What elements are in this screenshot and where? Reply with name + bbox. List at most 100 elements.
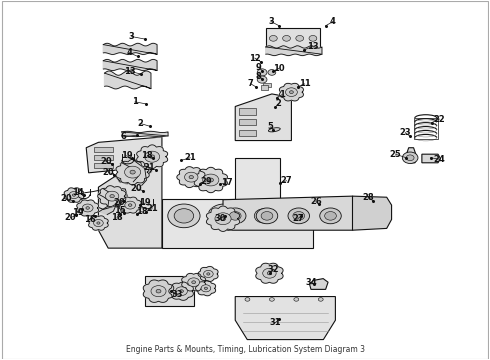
Polygon shape — [206, 206, 240, 231]
Text: 18: 18 — [111, 213, 123, 222]
Circle shape — [110, 194, 114, 198]
Circle shape — [256, 208, 278, 224]
Circle shape — [263, 268, 276, 278]
Polygon shape — [266, 46, 322, 56]
Text: 3: 3 — [129, 32, 135, 41]
Bar — [239, 130, 256, 136]
Polygon shape — [122, 131, 168, 137]
Text: 16: 16 — [84, 215, 96, 224]
Circle shape — [224, 208, 246, 224]
Bar — [414, 118, 438, 139]
Polygon shape — [116, 159, 149, 185]
Circle shape — [257, 76, 267, 83]
Text: 20: 20 — [131, 184, 142, 193]
Polygon shape — [103, 59, 157, 71]
Polygon shape — [196, 281, 216, 296]
Text: 1: 1 — [132, 97, 138, 106]
Polygon shape — [310, 279, 328, 289]
Circle shape — [296, 36, 304, 41]
Circle shape — [270, 36, 277, 41]
Circle shape — [208, 178, 214, 182]
Circle shape — [175, 287, 187, 296]
Text: 19: 19 — [72, 208, 83, 217]
Text: 10: 10 — [273, 64, 285, 73]
Text: 9: 9 — [256, 63, 262, 72]
Polygon shape — [86, 137, 162, 173]
Circle shape — [188, 278, 199, 287]
Circle shape — [257, 69, 267, 76]
Circle shape — [156, 289, 161, 293]
Text: 1: 1 — [279, 90, 285, 99]
Circle shape — [283, 36, 291, 41]
Circle shape — [290, 91, 294, 94]
Text: 6: 6 — [121, 132, 127, 141]
Text: 32: 32 — [268, 265, 279, 274]
Text: 2: 2 — [275, 99, 281, 108]
Polygon shape — [98, 158, 162, 248]
Circle shape — [214, 209, 234, 223]
Polygon shape — [145, 276, 194, 306]
Text: 34: 34 — [305, 278, 317, 287]
Text: 19: 19 — [140, 198, 151, 207]
Circle shape — [192, 281, 196, 284]
Bar — [239, 119, 256, 126]
Text: 20: 20 — [61, 194, 73, 203]
Bar — [239, 108, 256, 115]
Circle shape — [270, 298, 274, 301]
Bar — [261, 85, 269, 90]
Circle shape — [145, 151, 160, 162]
Circle shape — [203, 174, 219, 186]
Text: 29: 29 — [200, 177, 212, 186]
Circle shape — [248, 204, 280, 228]
Text: 14: 14 — [72, 188, 84, 197]
Circle shape — [125, 201, 136, 209]
Text: 4: 4 — [126, 48, 132, 57]
Polygon shape — [162, 158, 314, 248]
Polygon shape — [122, 157, 147, 185]
Polygon shape — [137, 145, 168, 168]
Circle shape — [150, 155, 155, 158]
Text: 26: 26 — [310, 197, 322, 206]
Circle shape — [406, 155, 414, 161]
Circle shape — [286, 88, 297, 96]
Polygon shape — [103, 43, 157, 54]
Circle shape — [185, 172, 198, 182]
Polygon shape — [98, 186, 126, 207]
Polygon shape — [279, 83, 303, 101]
Circle shape — [82, 204, 93, 212]
Circle shape — [320, 208, 341, 224]
Text: Engine Parts & Mounts, Timing, Lubrication System Diagram 3: Engine Parts & Mounts, Timing, Lubricati… — [125, 345, 365, 354]
Polygon shape — [422, 154, 441, 163]
Polygon shape — [119, 197, 141, 213]
Polygon shape — [182, 273, 206, 291]
Text: 27: 27 — [281, 176, 293, 185]
Text: 25: 25 — [390, 150, 401, 159]
Text: 33: 33 — [172, 289, 183, 298]
Circle shape — [220, 217, 226, 221]
Polygon shape — [352, 196, 392, 230]
Text: 18: 18 — [142, 151, 153, 160]
Bar — [94, 147, 113, 152]
Bar — [263, 83, 271, 87]
Text: 4: 4 — [330, 17, 336, 26]
Text: 7: 7 — [248, 80, 254, 89]
Circle shape — [229, 212, 241, 220]
Text: 13: 13 — [307, 42, 318, 51]
Polygon shape — [266, 28, 320, 48]
Circle shape — [325, 212, 336, 220]
Circle shape — [204, 287, 207, 289]
Text: 12: 12 — [249, 54, 261, 63]
Circle shape — [309, 36, 317, 41]
Text: 21: 21 — [184, 153, 196, 162]
Circle shape — [261, 212, 273, 220]
Circle shape — [245, 298, 250, 301]
Polygon shape — [77, 200, 98, 216]
Text: 17: 17 — [220, 178, 232, 187]
Circle shape — [105, 191, 119, 201]
Text: 30: 30 — [215, 213, 226, 222]
Circle shape — [151, 285, 166, 297]
Circle shape — [179, 290, 183, 293]
Polygon shape — [177, 167, 205, 188]
Circle shape — [288, 208, 310, 224]
Text: 3: 3 — [268, 17, 274, 26]
